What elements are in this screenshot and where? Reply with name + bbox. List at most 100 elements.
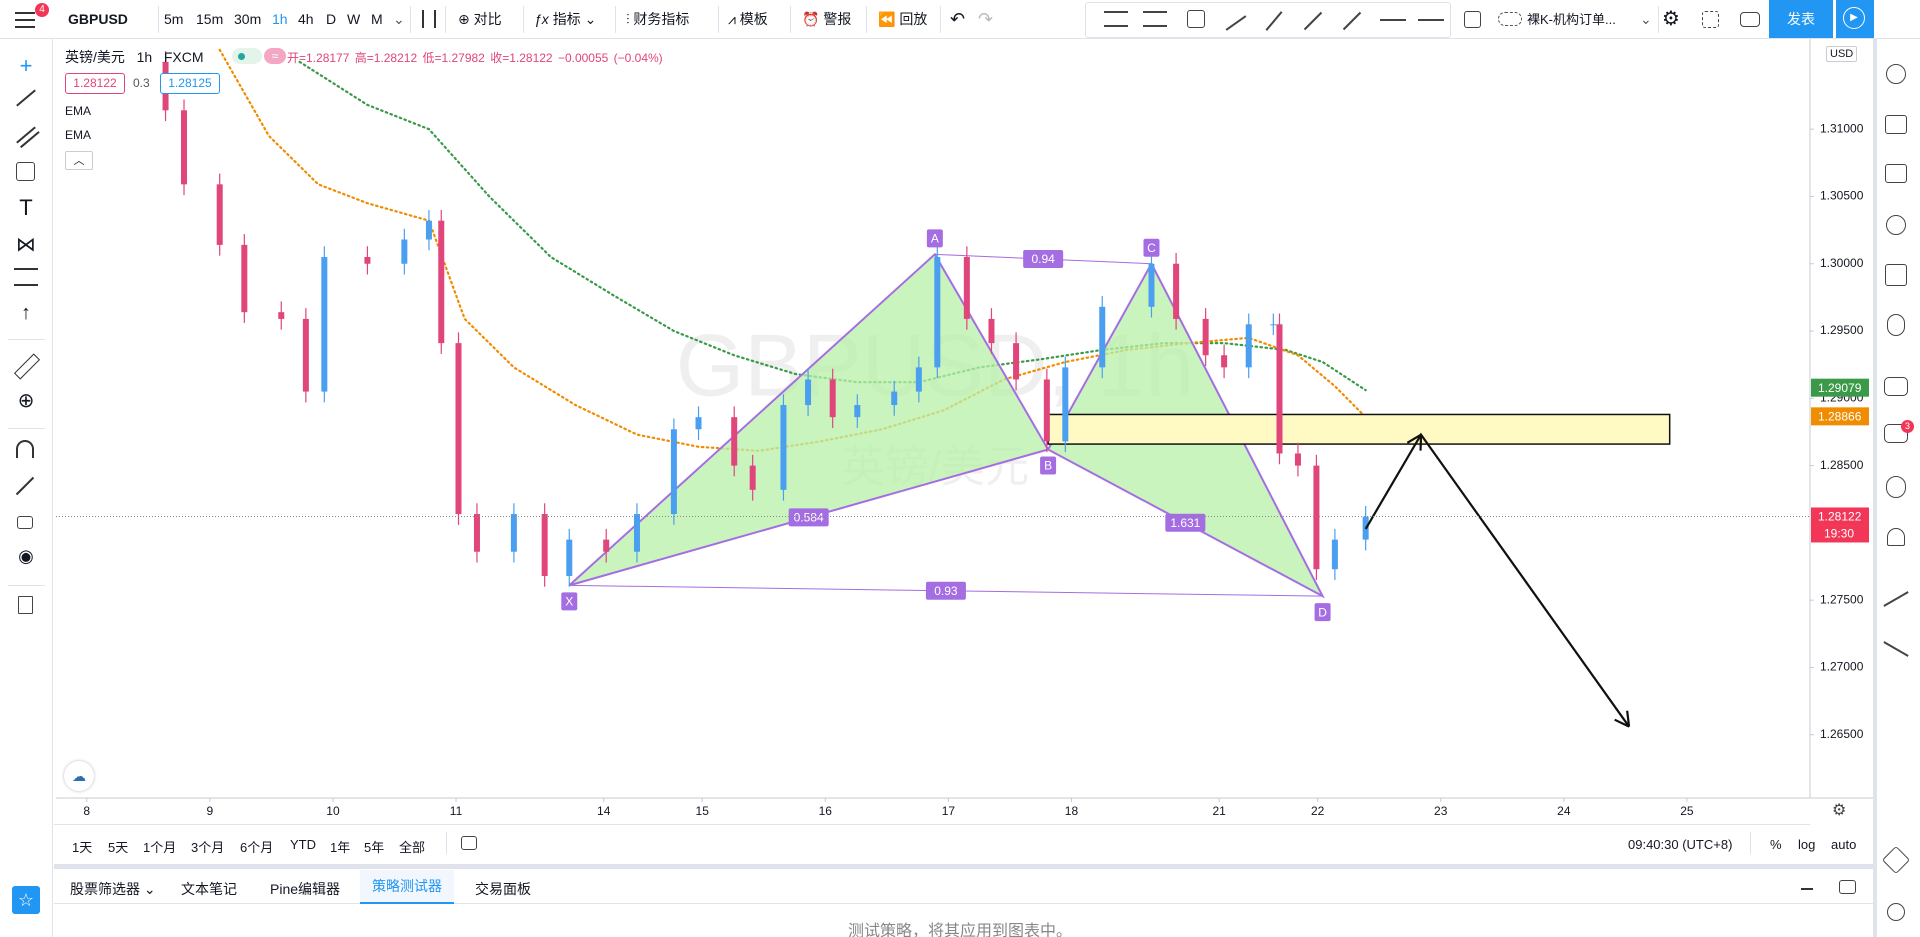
tab[interactable]: Pine编辑器: [270, 881, 341, 897]
pattern-tool[interactable]: ⋈: [16, 234, 36, 256]
delete-tool[interactable]: [18, 596, 33, 614]
zoom-tool[interactable]: ⊕: [17, 390, 35, 412]
range-button[interactable]: 1天: [72, 840, 93, 855]
candle-body: [364, 257, 371, 264]
drawing-tool[interactable]: [1418, 19, 1444, 21]
sidebar-calendar[interactable]: [1886, 215, 1906, 235]
maximize-panel[interactable]: [1839, 880, 1856, 894]
bid-button[interactable]: 1.28122: [65, 73, 125, 94]
magnet-tool[interactable]: [16, 440, 34, 458]
collapse-legend[interactable]: ︿: [65, 151, 93, 170]
candle-body: [1294, 453, 1301, 466]
sidebar-alerts[interactable]: [1886, 64, 1906, 84]
compare-button[interactable]: ⊕ 对比: [458, 11, 502, 27]
redo-button[interactable]: ↷: [978, 9, 994, 29]
range-button[interactable]: 5年: [364, 840, 385, 855]
drawing-tool[interactable]: [1143, 11, 1167, 27]
symbol[interactable]: GBPUSD: [68, 11, 128, 27]
candle-body: [1270, 324, 1277, 326]
sidebar-hotlist[interactable]: [1885, 264, 1907, 286]
interval[interactable]: D: [326, 11, 337, 27]
snapshot-button[interactable]: [1740, 12, 1760, 27]
tab-active[interactable]: 策略测试器: [360, 870, 454, 904]
undo-button[interactable]: ↶: [950, 9, 966, 29]
range-button[interactable]: 6个月: [240, 840, 274, 855]
tv-logo[interactable]: ☁: [64, 761, 94, 791]
chart-style-button[interactable]: [422, 10, 436, 28]
ohlc-low: 低=1.27982: [422, 51, 485, 65]
select-button[interactable]: [1464, 11, 1481, 28]
drawing-tool[interactable]: [1104, 11, 1128, 27]
visibility-tool[interactable]: ◉: [18, 546, 34, 566]
ratio-box: [788, 508, 829, 527]
settings-button[interactable]: ⚙: [1662, 8, 1680, 30]
lock-tool[interactable]: [17, 516, 33, 529]
watchlist-button[interactable]: ☆: [12, 886, 40, 914]
sidebar-notifications[interactable]: [1887, 528, 1905, 546]
ohlc-open: 开=1.28177: [287, 51, 350, 65]
data-status[interactable]: ≈: [264, 48, 286, 64]
drawing-tool[interactable]: [1380, 19, 1406, 21]
interval[interactable]: 30m: [234, 11, 262, 27]
interval-active[interactable]: 1h: [272, 11, 288, 27]
study-legend[interactable]: EMA: [65, 128, 92, 142]
alert-button[interactable]: ⏰ 警报: [802, 11, 852, 27]
chart-settings[interactable]: ⚙: [1832, 802, 1847, 819]
interval[interactable]: M: [371, 11, 383, 27]
arrow-tool[interactable]: ↑: [21, 302, 31, 324]
drawing-tool[interactable]: [1187, 10, 1205, 28]
indicators-button[interactable]: ƒx 指标 ⌄: [534, 11, 597, 27]
candle-body: [731, 417, 738, 466]
arrow-head: [1406, 433, 1422, 444]
publish-button[interactable]: 发表: [1769, 0, 1833, 38]
label: 对比: [473, 11, 502, 27]
scale-percent[interactable]: %: [1770, 837, 1782, 852]
candle-body: [670, 429, 677, 515]
sidebar-watchlist[interactable]: [1885, 115, 1907, 134]
ask-button[interactable]: 1.28125: [160, 73, 220, 94]
currency[interactable]: USD: [1826, 46, 1858, 62]
layout-dropdown[interactable]: ⌄: [1640, 11, 1652, 27]
tab[interactable]: 交易面板: [475, 881, 531, 897]
range-button[interactable]: 1年: [330, 840, 351, 855]
financials-button[interactable]: ⫶ 财务指标: [626, 11, 690, 27]
minimize-panel[interactable]: [1801, 888, 1813, 890]
range-button[interactable]: YTD: [290, 837, 316, 852]
interval[interactable]: W: [347, 11, 361, 27]
crosshair-tool[interactable]: +: [19, 53, 33, 78]
tab[interactable]: 文本笔记: [181, 881, 237, 897]
range-button[interactable]: 1个月: [143, 840, 177, 855]
scale-log[interactable]: log: [1798, 837, 1816, 852]
candle-body: [278, 312, 285, 319]
goto-date[interactable]: [461, 836, 477, 850]
sidebar-ideas[interactable]: [1887, 314, 1905, 336]
sidebar-streams[interactable]: [1886, 476, 1906, 498]
interval[interactable]: 15m: [196, 11, 224, 27]
interval-dropdown[interactable]: ⌄: [393, 11, 405, 27]
ratio-label: 0.93: [934, 584, 958, 598]
play-button[interactable]: ▶: [1836, 0, 1874, 38]
tab[interactable]: 股票筛选器 ⌄: [70, 881, 156, 897]
sidebar-help[interactable]: [1887, 903, 1905, 921]
sidebar-news[interactable]: [1885, 164, 1907, 183]
sidebar-chat[interactable]: [1884, 377, 1908, 396]
scale-auto[interactable]: auto: [1831, 837, 1857, 852]
sidebar-messages[interactable]: [1884, 424, 1908, 443]
text-tool[interactable]: T: [19, 195, 33, 220]
layout-name[interactable]: 裸K-机构订单...: [1527, 12, 1616, 27]
replay-button[interactable]: ⏪ 回放: [878, 11, 928, 27]
interval[interactable]: 4h: [298, 11, 314, 27]
menu-button[interactable]: [15, 12, 35, 28]
top-toolbar: [0, 0, 1920, 39]
templates-button[interactable]: ⩘ 模板: [728, 11, 768, 27]
range-button[interactable]: 5天: [108, 840, 129, 855]
prediction-tool[interactable]: [14, 268, 38, 286]
study-legend[interactable]: EMA: [65, 104, 92, 118]
fullscreen-button[interactable]: [1702, 11, 1719, 28]
range-button[interactable]: 全部: [399, 840, 426, 855]
market-status[interactable]: [232, 48, 262, 64]
range-button[interactable]: 3个月: [191, 840, 225, 855]
interval[interactable]: 5m: [164, 11, 184, 27]
shape-tool[interactable]: [16, 162, 35, 181]
candle-body: [1202, 318, 1209, 356]
